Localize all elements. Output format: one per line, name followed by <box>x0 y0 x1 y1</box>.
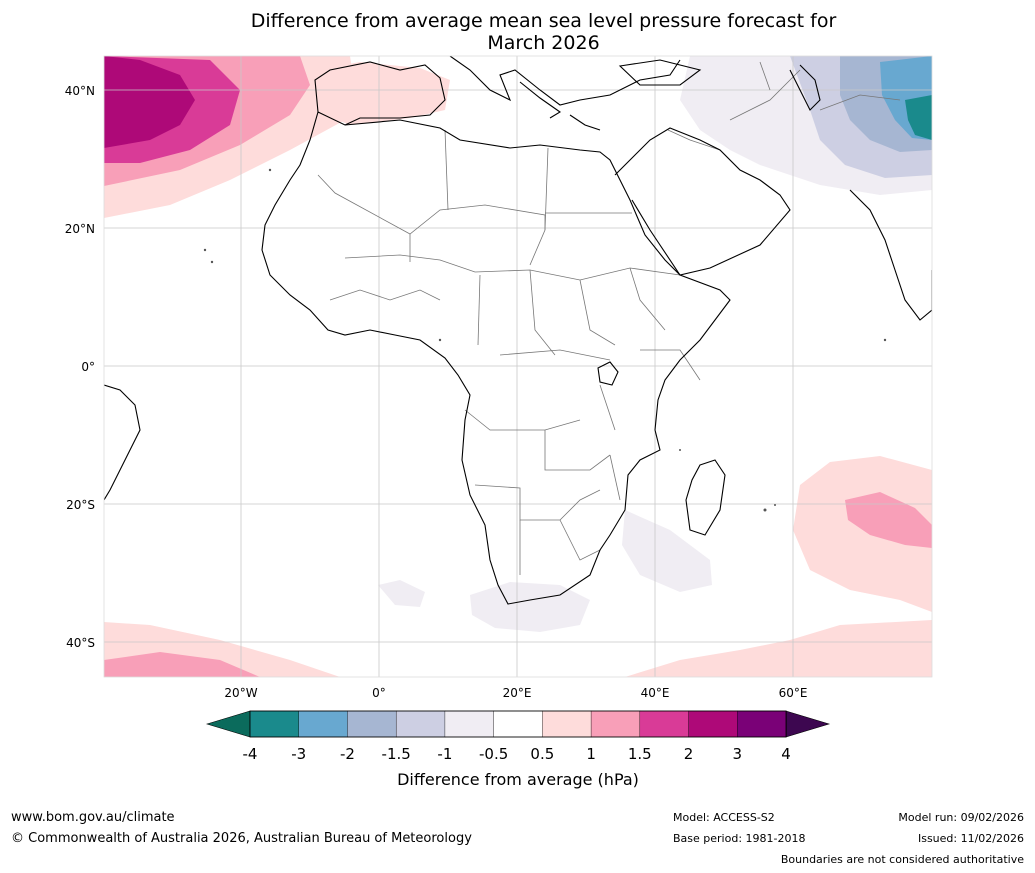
lon-label-20w: 20°W <box>224 686 257 700</box>
islands <box>203 168 887 512</box>
colorbar-tick-label: -1.5 <box>382 745 411 763</box>
colorbar-bin-0 <box>249 710 300 738</box>
footer-copyright: © Commonwealth of Australia 2026, Austra… <box>11 831 472 846</box>
colorbar-title: Difference from average (hPa) <box>397 770 639 789</box>
colorbar-bin-3 <box>395 710 446 738</box>
colorbar-bin-9 <box>688 710 738 738</box>
lon-label-0: 0° <box>372 686 386 700</box>
latitude-labels: 40°N 20°N 0° 20°S 40°S <box>65 84 95 650</box>
lat-label-20s: 20°S <box>66 498 95 512</box>
coastlines <box>104 56 932 605</box>
longitude-labels: 20°W 0° 20°E 40°E 60°E <box>224 686 807 700</box>
anomaly-asia-neg-3 <box>905 95 932 140</box>
colorbar-tick-label: 2 <box>684 745 694 763</box>
colorbar-tick-label: 0.5 <box>530 745 554 763</box>
lat-label-40s: 40°S <box>66 636 95 650</box>
colorbar-tick-label: 1 <box>586 745 596 763</box>
footer-disclaimer: Boundaries are not considered authoritat… <box>780 853 1024 866</box>
map-frame <box>103 55 933 678</box>
lat-label-20n: 20°N <box>65 222 95 236</box>
anomaly-southernocean-east-0.5 <box>625 620 932 677</box>
colorbar-bin-4 <box>444 710 495 738</box>
colorbar-tick-label: 1.5 <box>628 745 652 763</box>
colorbar-tick-label: -4 <box>243 745 258 763</box>
anomaly-indianocean-0.5 <box>793 456 932 612</box>
footer-issued: Issued: 11/02/2026 <box>917 832 1024 845</box>
lon-label-60e: 60°E <box>779 686 808 700</box>
colorbar-tick-label: -1 <box>437 745 452 763</box>
footer-model: Model: ACCESS-S2 <box>673 811 775 824</box>
lat-label-0: 0° <box>81 360 95 374</box>
anomaly-southatlantic-neg <box>378 580 425 607</box>
anomaly-indianocean-1 <box>845 492 932 548</box>
colorbar-bin-1 <box>298 710 349 738</box>
colorbar-bin-8 <box>639 710 690 738</box>
colorbar: -4 -3 -2 -1.5 -1 -0.5 0.5 1 1.5 2 3 4 Difference fr… <box>205 710 831 789</box>
colorbar-bin-2 <box>347 710 397 738</box>
colorbar-under-arrow <box>205 710 251 738</box>
colorbar-bin-10 <box>737 710 787 738</box>
anomaly-mozambique-neg <box>622 510 712 592</box>
title-line-2: March 2026 <box>487 32 600 54</box>
anomaly-southernocean-west-1 <box>104 652 260 677</box>
colorbar-tick-label: 4 <box>781 745 791 763</box>
anomaly-northatlantic-2 <box>104 56 195 148</box>
lon-label-20e: 20°E <box>503 686 532 700</box>
colorbar-frame <box>249 710 787 738</box>
country-borders <box>317 61 901 575</box>
title-line-1: Difference from average mean sea level p… <box>250 10 837 32</box>
lat-label-40n: 40°N <box>65 84 95 98</box>
colorbar-tick-label: -2 <box>340 745 355 763</box>
colorbar-over-arrow <box>785 710 831 738</box>
colorbar-bin-5 <box>493 710 544 738</box>
colorbar-tick-label: -3 <box>291 745 306 763</box>
colorbar-tick-label: 3 <box>732 745 742 763</box>
map-area <box>104 56 932 677</box>
footer-base-period: Base period: 1981-2018 <box>673 832 806 845</box>
colorbar-tick-label: -0.5 <box>479 745 508 763</box>
page-title: Difference from average mean sea level p… <box>0 10 1035 54</box>
colorbar-bin-6 <box>542 710 592 738</box>
anomaly-mediterranean-0.5 <box>315 62 450 125</box>
graticule <box>104 56 932 677</box>
colorbar-bin-7 <box>590 710 641 738</box>
lon-label-40e: 40°E <box>641 686 670 700</box>
footer-model-run: Model run: 09/02/2026 <box>898 811 1024 824</box>
footer-url: www.bom.gov.au/climate <box>11 810 175 825</box>
